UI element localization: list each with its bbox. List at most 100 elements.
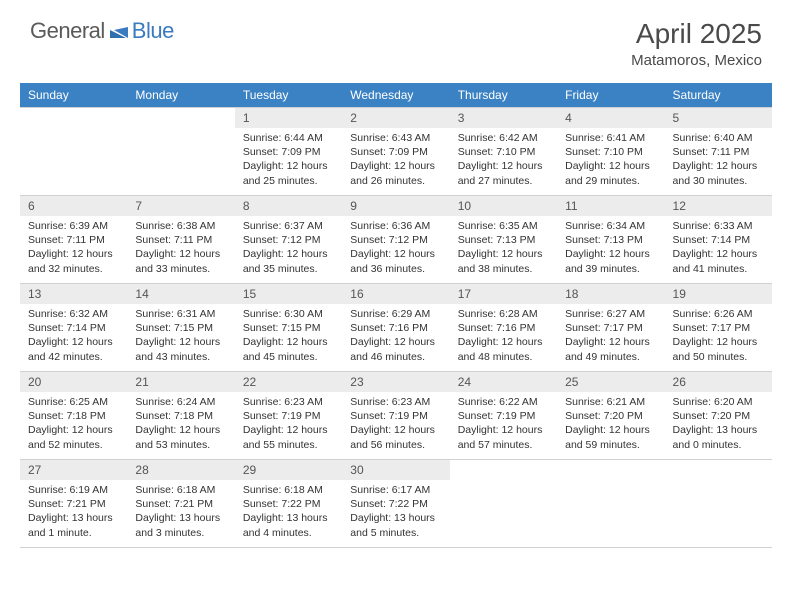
daylight-line: Daylight: 12 hours and 49 minutes. xyxy=(565,335,656,363)
calendar-row: 1Sunrise: 6:44 AMSunset: 7:09 PMDaylight… xyxy=(20,107,772,195)
daylight-label: Daylight: xyxy=(243,512,284,524)
sunrise-line: Sunrise: 6:43 AM xyxy=(350,131,441,145)
sunset-value: 7:16 PM xyxy=(389,322,428,334)
daylight-line: Daylight: 12 hours and 50 minutes. xyxy=(673,335,764,363)
sunrise-value: 6:43 AM xyxy=(392,132,431,144)
daylight-line: Daylight: 12 hours and 48 minutes. xyxy=(458,335,549,363)
daylight-label: Daylight: xyxy=(565,248,606,260)
calendar-cell xyxy=(20,107,127,195)
day-number: 11 xyxy=(557,195,664,216)
day-number: 18 xyxy=(557,283,664,304)
sunset-line: Sunset: 7:09 PM xyxy=(350,145,441,159)
sunrise-value: 6:27 AM xyxy=(607,308,646,320)
day-content: Sunrise: 6:29 AMSunset: 7:16 PMDaylight:… xyxy=(342,304,449,370)
sunrise-label: Sunrise: xyxy=(243,220,282,232)
daylight-line: Daylight: 12 hours and 53 minutes. xyxy=(135,423,226,451)
sunrise-value: 6:39 AM xyxy=(69,220,108,232)
calendar-table: SundayMondayTuesdayWednesdayThursdayFrid… xyxy=(20,83,772,548)
sunrise-line: Sunrise: 6:28 AM xyxy=(458,307,549,321)
calendar-cell: 13Sunrise: 6:32 AMSunset: 7:14 PMDayligh… xyxy=(20,283,127,371)
daylight-line: Daylight: 12 hours and 39 minutes. xyxy=(565,247,656,275)
brand-text-general: General xyxy=(30,18,105,44)
sunset-line: Sunset: 7:15 PM xyxy=(135,321,226,335)
daylight-line: Daylight: 12 hours and 45 minutes. xyxy=(243,335,334,363)
location-label: Matamoros, Mexico xyxy=(631,52,762,69)
calendar-cell: 6Sunrise: 6:39 AMSunset: 7:11 PMDaylight… xyxy=(20,195,127,283)
day-content: Sunrise: 6:26 AMSunset: 7:17 PMDaylight:… xyxy=(665,304,772,370)
calendar-cell: 19Sunrise: 6:26 AMSunset: 7:17 PMDayligh… xyxy=(665,283,772,371)
calendar-cell: 25Sunrise: 6:21 AMSunset: 7:20 PMDayligh… xyxy=(557,371,664,459)
daylight-label: Daylight: xyxy=(350,424,391,436)
sunrise-value: 6:31 AM xyxy=(177,308,216,320)
sunrise-label: Sunrise: xyxy=(28,484,67,496)
sunrise-value: 6:38 AM xyxy=(177,220,216,232)
calendar-cell: 8Sunrise: 6:37 AMSunset: 7:12 PMDaylight… xyxy=(235,195,342,283)
daylight-line: Daylight: 13 hours and 1 minute. xyxy=(28,511,119,539)
calendar-head: SundayMondayTuesdayWednesdayThursdayFrid… xyxy=(20,83,772,107)
sunset-value: 7:09 PM xyxy=(281,146,320,158)
daylight-label: Daylight: xyxy=(458,248,499,260)
calendar-row: 27Sunrise: 6:19 AMSunset: 7:21 PMDayligh… xyxy=(20,459,772,547)
day-content: Sunrise: 6:30 AMSunset: 7:15 PMDaylight:… xyxy=(235,304,342,370)
sunrise-line: Sunrise: 6:20 AM xyxy=(673,395,764,409)
sunset-line: Sunset: 7:13 PM xyxy=(565,233,656,247)
sunrise-value: 6:37 AM xyxy=(284,220,323,232)
daylight-label: Daylight: xyxy=(243,248,284,260)
sunset-label: Sunset: xyxy=(28,498,64,510)
sunset-value: 7:22 PM xyxy=(281,498,320,510)
sunset-value: 7:13 PM xyxy=(604,234,643,246)
sunrise-line: Sunrise: 6:40 AM xyxy=(673,131,764,145)
sunrise-label: Sunrise: xyxy=(350,484,389,496)
sunrise-label: Sunrise: xyxy=(673,396,712,408)
sunset-value: 7:15 PM xyxy=(174,322,213,334)
month-title: April 2025 xyxy=(631,18,762,50)
sunset-line: Sunset: 7:19 PM xyxy=(458,409,549,423)
daylight-label: Daylight: xyxy=(350,512,391,524)
sunset-line: Sunset: 7:10 PM xyxy=(565,145,656,159)
sunrise-label: Sunrise: xyxy=(28,308,67,320)
sunset-line: Sunset: 7:19 PM xyxy=(243,409,334,423)
day-number: 21 xyxy=(127,371,234,392)
sunset-line: Sunset: 7:14 PM xyxy=(28,321,119,335)
sunset-value: 7:17 PM xyxy=(604,322,643,334)
sunset-label: Sunset: xyxy=(458,234,494,246)
day-number xyxy=(127,107,234,128)
day-number: 27 xyxy=(20,459,127,480)
sunrise-line: Sunrise: 6:32 AM xyxy=(28,307,119,321)
sunset-value: 7:16 PM xyxy=(496,322,535,334)
sunset-line: Sunset: 7:20 PM xyxy=(673,409,764,423)
sunset-line: Sunset: 7:19 PM xyxy=(350,409,441,423)
sunrise-label: Sunrise: xyxy=(28,220,67,232)
day-number: 6 xyxy=(20,195,127,216)
daylight-label: Daylight: xyxy=(673,424,714,436)
calendar-cell: 3Sunrise: 6:42 AMSunset: 7:10 PMDaylight… xyxy=(450,107,557,195)
calendar-cell: 27Sunrise: 6:19 AMSunset: 7:21 PMDayligh… xyxy=(20,459,127,547)
sunrise-line: Sunrise: 6:18 AM xyxy=(243,483,334,497)
sunset-line: Sunset: 7:16 PM xyxy=(458,321,549,335)
page-header: General Blue April 2025 Matamoros, Mexic… xyxy=(0,0,792,77)
day-content: Sunrise: 6:21 AMSunset: 7:20 PMDaylight:… xyxy=(557,392,664,458)
day-number: 4 xyxy=(557,107,664,128)
sunrise-value: 6:40 AM xyxy=(714,132,753,144)
sunrise-label: Sunrise: xyxy=(243,308,282,320)
sunset-value: 7:11 PM xyxy=(711,146,749,158)
daylight-line: Daylight: 13 hours and 5 minutes. xyxy=(350,511,441,539)
sunrise-label: Sunrise: xyxy=(135,308,174,320)
daylight-line: Daylight: 12 hours and 27 minutes. xyxy=(458,159,549,187)
sunrise-value: 6:28 AM xyxy=(499,308,538,320)
calendar-cell: 15Sunrise: 6:30 AMSunset: 7:15 PMDayligh… xyxy=(235,283,342,371)
sunset-label: Sunset: xyxy=(565,146,601,158)
sunset-label: Sunset: xyxy=(243,498,279,510)
sunrise-value: 6:23 AM xyxy=(284,396,323,408)
sunset-value: 7:13 PM xyxy=(496,234,535,246)
sunset-line: Sunset: 7:11 PM xyxy=(135,233,226,247)
sunrise-label: Sunrise: xyxy=(350,396,389,408)
daylight-line: Daylight: 12 hours and 43 minutes. xyxy=(135,335,226,363)
calendar-cell: 30Sunrise: 6:17 AMSunset: 7:22 PMDayligh… xyxy=(342,459,449,547)
calendar-cell: 2Sunrise: 6:43 AMSunset: 7:09 PMDaylight… xyxy=(342,107,449,195)
daylight-line: Daylight: 12 hours and 25 minutes. xyxy=(243,159,334,187)
sunset-label: Sunset: xyxy=(565,322,601,334)
daylight-line: Daylight: 12 hours and 41 minutes. xyxy=(673,247,764,275)
sunrise-value: 6:23 AM xyxy=(392,396,431,408)
daylight-label: Daylight: xyxy=(673,160,714,172)
